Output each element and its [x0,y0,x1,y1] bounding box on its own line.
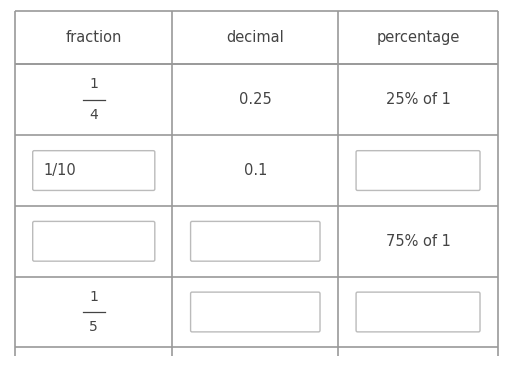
Text: 1/10: 1/10 [44,163,76,178]
Text: 4: 4 [89,108,98,122]
FancyBboxPatch shape [356,292,480,332]
FancyBboxPatch shape [190,292,320,332]
FancyBboxPatch shape [33,151,155,190]
FancyBboxPatch shape [356,151,480,190]
FancyBboxPatch shape [190,221,320,261]
Text: 25% of 1: 25% of 1 [386,92,450,107]
Text: 0.1: 0.1 [244,163,267,178]
FancyBboxPatch shape [33,221,155,261]
Text: 0.25: 0.25 [239,92,272,107]
Text: 1: 1 [89,77,98,91]
Text: 75% of 1: 75% of 1 [386,234,450,249]
Text: decimal: decimal [226,30,284,45]
Text: percentage: percentage [377,30,460,45]
Text: fraction: fraction [66,30,122,45]
Text: 1: 1 [89,290,98,304]
Text: 5: 5 [89,320,98,334]
